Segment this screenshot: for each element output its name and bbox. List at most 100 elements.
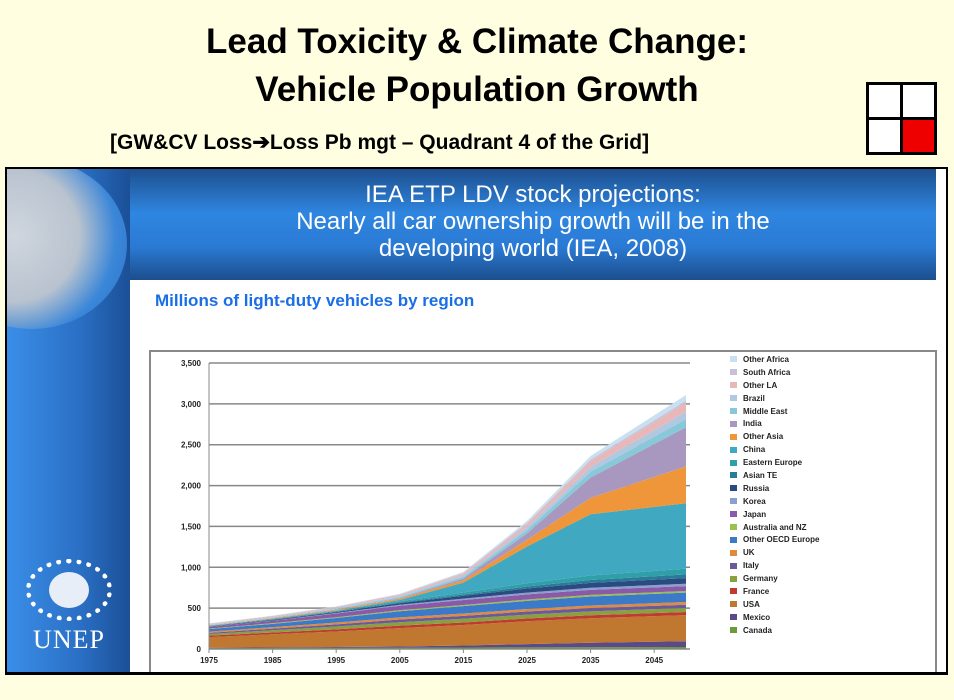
y-tick-label: 3,500: [181, 359, 202, 368]
area-other-oecd-europe: [209, 592, 686, 632]
page-title-line2: Vehicle Population Growth: [255, 70, 699, 109]
legend-swatch: [730, 549, 737, 556]
area-usa: [209, 615, 686, 648]
legend-swatch: [730, 511, 737, 518]
slide-banner: IEA ETP LDV stock projections: Nearly al…: [130, 169, 936, 280]
area-other-asia: [209, 466, 686, 626]
legend-item: France: [730, 585, 819, 598]
area-other-la: [209, 402, 686, 625]
y-tick-label: 2,000: [181, 482, 202, 491]
area-uk: [209, 602, 686, 633]
legend-swatch: [730, 485, 737, 492]
legend-label: Brazil: [743, 393, 765, 403]
chart-title: Millions of light-duty vehicles by regio…: [155, 291, 475, 310]
legend-swatch: [730, 420, 737, 427]
legend-label: Middle East: [743, 406, 788, 416]
legend-swatch: [730, 562, 737, 569]
legend-swatch: [730, 433, 737, 440]
legend-label: France: [743, 586, 770, 596]
legend-swatch: [730, 356, 737, 363]
legend-label: Canada: [743, 625, 772, 635]
x-tick-label: 2015: [455, 656, 473, 665]
legend-label: UK: [743, 548, 755, 558]
legend-label: Other LA: [743, 380, 778, 390]
unep-logo: UNEP: [13, 559, 125, 655]
x-tick-label: 2045: [645, 656, 663, 665]
area-asian-te: [209, 574, 686, 627]
legend-label: Eastern Europe: [743, 458, 803, 468]
y-tick-label: 1,000: [181, 563, 202, 572]
legend-label: Mexico: [743, 612, 771, 622]
y-tick-label: 1,500: [181, 522, 202, 531]
legend-label: Other Africa: [743, 354, 789, 364]
legend-label: Australia and NZ: [743, 522, 807, 532]
legend-item: Australia and NZ: [730, 521, 819, 534]
legend-item: Germany: [730, 572, 819, 585]
banner-line: IEA ETP LDV stock projections:: [365, 181, 701, 208]
area-canada: [209, 646, 686, 649]
legend-swatch: [730, 536, 737, 543]
area-russia: [209, 578, 686, 627]
x-tick-label: 2025: [518, 656, 536, 665]
x-tick-label: 1975: [200, 656, 218, 665]
legend-item: South Africa: [730, 366, 819, 379]
legend-swatch: [730, 459, 737, 466]
x-tick-label: 2035: [582, 656, 600, 665]
page-subtitle: [GW&CV Loss➔Loss Pb mgt – Quadrant 4 of …: [110, 131, 650, 154]
legend-swatch: [730, 498, 737, 505]
legend-item: India: [730, 417, 819, 430]
legend-item: USA: [730, 598, 819, 611]
page-title-line1: Lead Toxicity & Climate Change:: [206, 22, 748, 61]
legend-label: South Africa: [743, 367, 791, 377]
legend-item: UK: [730, 546, 819, 559]
legend-swatch: [730, 627, 737, 634]
banner-line: developing world (IEA, 2008): [378, 235, 688, 262]
area-eastern-europe: [209, 568, 686, 627]
y-tick-label: 0: [197, 645, 202, 654]
legend-label: Italy: [743, 561, 760, 571]
legend-label: Other Asia: [743, 432, 784, 442]
legend-item: Russia: [730, 482, 819, 495]
legend-label: USA: [743, 599, 760, 609]
legend-swatch: [730, 472, 737, 479]
legend-label: China: [743, 445, 766, 455]
legend-item: Japan: [730, 508, 819, 521]
legend-item: Other LA: [730, 379, 819, 392]
legend-swatch: [730, 601, 737, 608]
legend-label: Asian TE: [743, 470, 778, 480]
x-tick-label: 1995: [327, 656, 345, 665]
y-tick-label: 500: [188, 604, 202, 613]
legend-item: Other Africa: [730, 353, 819, 366]
legend-item: Eastern Europe: [730, 456, 819, 469]
area-other-africa: [209, 395, 686, 624]
chart-legend: Other Africa South Africa Other LA Brazil Mi…: [730, 353, 819, 637]
legend-item: Middle East: [730, 405, 819, 418]
legend-item: Italy: [730, 559, 819, 572]
legend-item: China: [730, 443, 819, 456]
legend-label: Germany: [743, 574, 778, 584]
legend-swatch: [730, 524, 737, 531]
area-france: [209, 611, 686, 638]
legend-label: India: [743, 419, 762, 429]
legend-label: Russia: [743, 483, 770, 493]
legend-swatch: [730, 369, 737, 376]
x-tick-label: 2005: [391, 656, 409, 665]
quadrant-grid-icon: [866, 82, 937, 155]
legend-label: Other OECD Europe: [743, 535, 820, 545]
legend-swatch: [730, 588, 737, 595]
area-italy: [209, 604, 686, 635]
y-tick-label: 3,000: [181, 400, 202, 409]
legend-label: Japan: [743, 509, 767, 519]
legend-swatch: [730, 382, 737, 389]
legend-swatch: [730, 614, 737, 621]
legend-label: Korea: [743, 496, 766, 506]
area-japan: [209, 586, 686, 629]
legend-swatch: [730, 446, 737, 453]
legend-item: Mexico: [730, 611, 819, 624]
legend-item: Asian TE: [730, 469, 819, 482]
y-tick-label: 2,500: [181, 441, 202, 450]
area-china: [209, 503, 686, 626]
legend-item: Canada: [730, 624, 819, 637]
x-tick-label: 1985: [264, 656, 282, 665]
